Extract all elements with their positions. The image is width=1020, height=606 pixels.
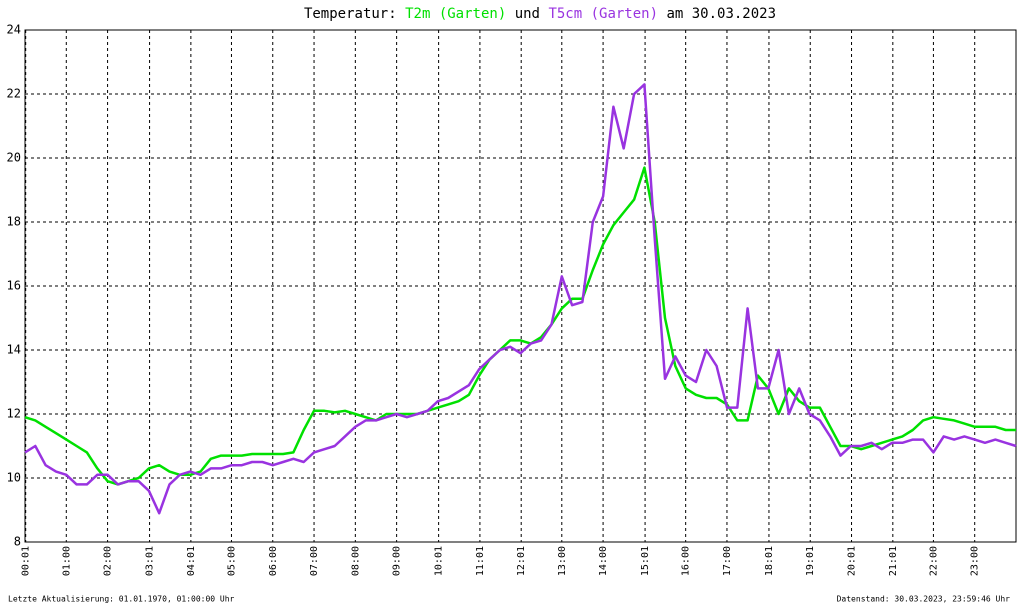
- y-tick-label: 14: [7, 343, 21, 357]
- x-tick-label: 12:01: [516, 546, 527, 576]
- title-part: am 30.03.2023: [666, 6, 776, 22]
- x-tick-label: 21:01: [888, 546, 899, 576]
- y-tick-label: 22: [7, 87, 21, 101]
- legend-entry: T2m (Garten): [405, 6, 506, 22]
- plot-frame: [24, 29, 1017, 543]
- x-tick-label: 02:00: [103, 546, 114, 576]
- x-tick-label: 06:00: [268, 546, 279, 576]
- x-tick-label: 11:01: [475, 546, 486, 576]
- x-tick-label: 04:01: [186, 546, 197, 576]
- line: [24, 83, 1017, 515]
- x-tick-label: 01:00: [61, 546, 72, 576]
- x-tick-label: 08:00: [350, 546, 361, 576]
- chart-title: Temperatur: T2m (Garten) und T5cm (Garte…: [304, 6, 776, 22]
- x-tick-label: 15:01: [640, 546, 651, 576]
- footer-right: Datenstand: 30.03.2023, 23:59:46 Uhr: [837, 595, 1011, 604]
- y-tick-label: 20: [7, 151, 21, 165]
- x-tick-label: 03:01: [145, 546, 156, 576]
- x-tick-label: 22:00: [928, 546, 939, 576]
- legend-entry: T5cm (Garten): [548, 6, 658, 22]
- y-tick-label: 24: [7, 23, 21, 37]
- x-tick-label: 00:01: [21, 546, 32, 576]
- title-part: Temperatur:: [304, 6, 397, 22]
- x-tick-label: 23:00: [970, 546, 981, 576]
- x-tick-label: 13:00: [557, 546, 568, 576]
- x-tick-label: 20:01: [847, 546, 858, 576]
- x-tick-label: 14:00: [598, 546, 609, 576]
- footer-left: Letzte Aktualisierung: 01.01.1970, 01:00…: [8, 595, 235, 604]
- y-tick-label: 8: [14, 535, 21, 549]
- x-tick-label: 17:00: [722, 546, 733, 576]
- y-tick-label: 10: [7, 471, 21, 485]
- title-part: und: [515, 6, 540, 22]
- x-tick-label: 16:00: [681, 546, 692, 576]
- x-tick-label: 05:00: [226, 546, 237, 576]
- y-tick-label: 18: [7, 215, 21, 229]
- x-tick-label: 10:01: [434, 546, 445, 576]
- x-tick-label: 18:01: [764, 546, 775, 576]
- x-tick-label: 19:01: [805, 546, 816, 576]
- x-tick-label: 09:00: [392, 546, 403, 576]
- x-tick-label: 07:00: [309, 546, 320, 576]
- y-tick-label: 12: [7, 407, 21, 421]
- y-tick-label: 16: [7, 279, 21, 293]
